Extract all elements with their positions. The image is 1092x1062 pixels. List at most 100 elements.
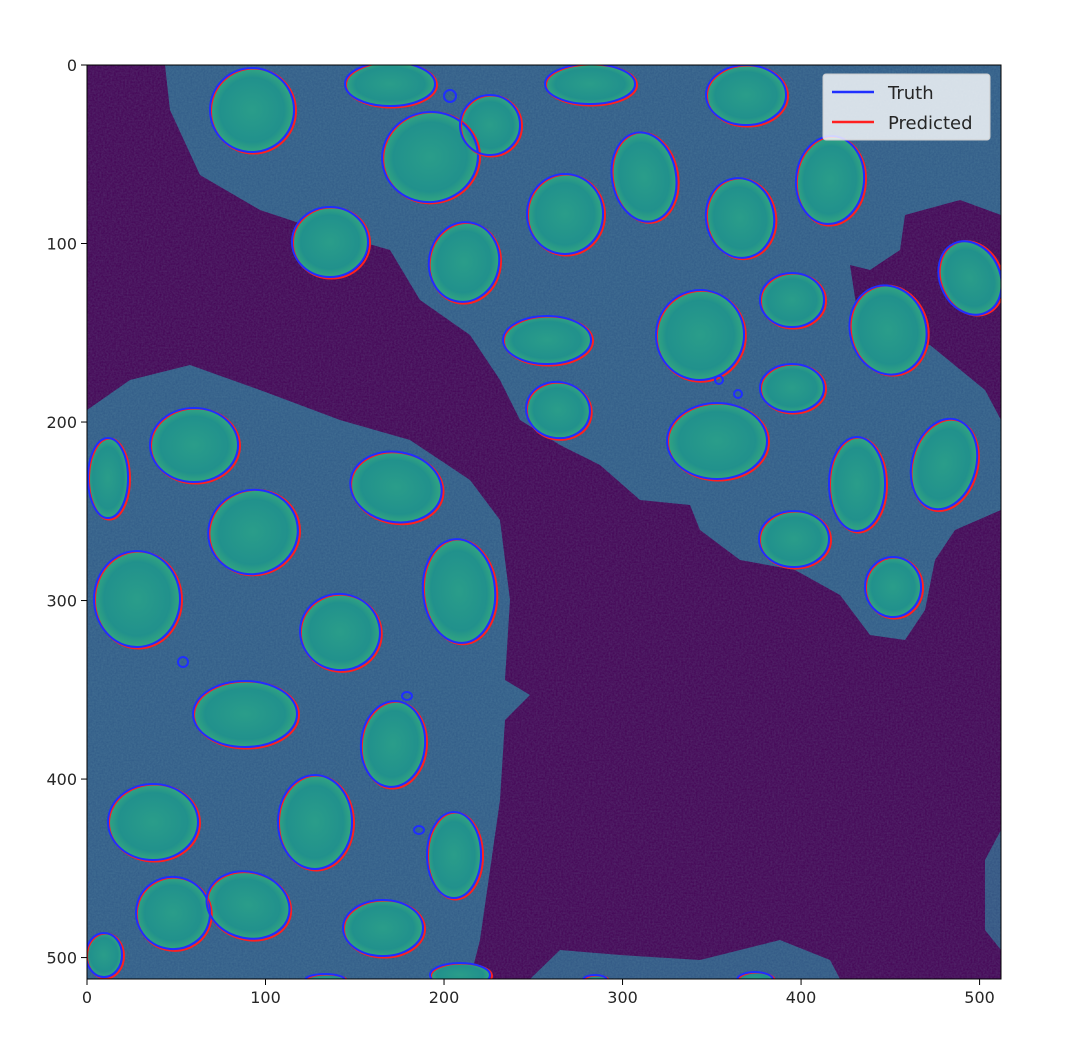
truth-speck [177, 656, 189, 668]
nucleus [760, 364, 824, 412]
truth-contour [349, 450, 443, 524]
truth-speck [443, 89, 457, 103]
nucleus [760, 273, 824, 327]
truth-contour [207, 488, 299, 576]
nucleus [278, 775, 352, 869]
truth-contour [502, 315, 592, 365]
truth-contour [544, 65, 636, 105]
axes-frame [86, 64, 1002, 980]
nucleus [503, 316, 591, 364]
nucleus [382, 111, 478, 203]
nucleus [829, 437, 885, 531]
x-tick-label: 500 [964, 988, 995, 1007]
nucleus [849, 285, 927, 375]
truth-speck [714, 375, 724, 385]
nucleus [108, 784, 198, 860]
y-tick-label: 0 [67, 56, 77, 75]
nucleus [345, 65, 435, 106]
nucleus [427, 812, 481, 898]
nucleus [526, 381, 590, 439]
nucleus [428, 222, 500, 302]
truth-contour [344, 65, 436, 107]
y-tick-label: 500 [46, 949, 77, 968]
nucleus [206, 871, 290, 939]
truth-contour [426, 811, 482, 899]
nucleus [865, 557, 921, 617]
x-tick-label: 100 [250, 988, 281, 1007]
nucleus [759, 511, 829, 567]
x-tick-label: 200 [429, 988, 460, 1007]
nucleus [208, 489, 298, 575]
truth-contour [192, 680, 298, 748]
x-tick-label: 400 [786, 988, 817, 1007]
truth-contour [525, 380, 591, 440]
nucleus [667, 403, 767, 479]
truth-contour [526, 173, 604, 255]
truth-contour [828, 436, 886, 532]
legend: Truth Predicted [822, 73, 991, 141]
truth-contour [299, 592, 381, 672]
nucleus [210, 68, 294, 152]
truth-speck [413, 825, 425, 835]
truth-contour [759, 272, 825, 328]
truth-contour [429, 962, 491, 979]
truth-contour [209, 67, 295, 153]
nucleus [150, 408, 238, 482]
truth-contour [909, 417, 979, 511]
x-tick-label: 300 [607, 988, 638, 1007]
nucleus [292, 207, 368, 277]
nucleus [655, 290, 745, 380]
nucleus [705, 178, 775, 258]
truth-contour [421, 538, 497, 644]
truth-contour [205, 870, 291, 940]
truth-contour [666, 402, 768, 480]
nucleus [300, 593, 380, 671]
truth-speck [401, 691, 413, 701]
truth-contour [304, 973, 346, 979]
truth-contour [705, 65, 787, 126]
microscopy-image [87, 65, 1001, 979]
truth-contour [848, 284, 928, 376]
legend-truth-label: Truth [887, 83, 934, 104]
truth-contour [87, 932, 123, 978]
y-tick-label: 300 [46, 592, 77, 611]
nucleus [88, 438, 128, 518]
truth-contour [654, 289, 746, 381]
truth-speck [733, 389, 743, 399]
nucleus [910, 418, 978, 510]
legend-box [822, 73, 991, 141]
truth-contour [381, 110, 479, 204]
truth-contour [342, 899, 424, 957]
truth-contour [93, 550, 181, 648]
truth-contour [149, 407, 239, 483]
nuclei [87, 65, 1001, 979]
nucleus [611, 132, 677, 222]
truth-contour [704, 177, 776, 259]
nucleus [136, 876, 210, 950]
y-axis: 0 100 200 300 400 500 [46, 56, 87, 968]
y-tick-label: 200 [46, 413, 77, 432]
nucleus [422, 539, 496, 643]
y-tick-label: 100 [46, 235, 77, 254]
truth-contour [758, 510, 830, 568]
truth-contour [736, 971, 774, 979]
legend-predicted-label: Predicted [888, 113, 973, 134]
truth-contour [759, 363, 825, 413]
nucleus [938, 241, 1001, 315]
truth-contour [107, 783, 199, 861]
nucleus [430, 963, 490, 979]
nucleus [350, 451, 442, 523]
truth-contour [582, 974, 608, 979]
truth-contour [937, 240, 1001, 316]
truth-contour [359, 700, 427, 788]
nucleus [193, 681, 297, 747]
truth-contour [864, 556, 922, 618]
truth-contour [277, 774, 353, 870]
x-axis: 0 100 200 300 400 500 [82, 979, 995, 1007]
nucleus [87, 933, 122, 977]
nucleus [545, 65, 635, 104]
truth-contour [427, 221, 501, 303]
truth-contour [87, 437, 129, 519]
nucleus [360, 701, 426, 787]
